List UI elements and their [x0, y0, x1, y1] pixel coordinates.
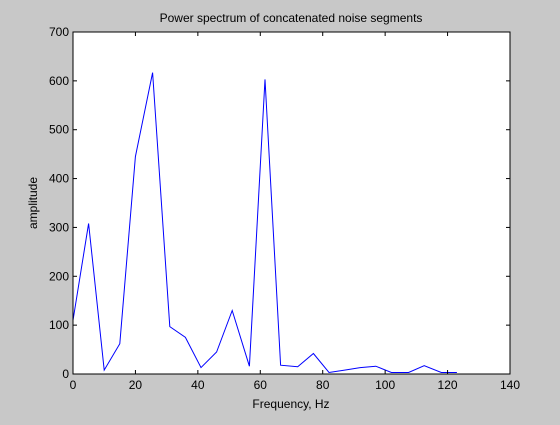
series-layer: [72, 72, 457, 374]
plot-area: [73, 32, 510, 374]
x-tick-label: 60: [254, 378, 268, 392]
x-tick-label: 0: [70, 378, 77, 392]
axes-frame: [72, 31, 511, 375]
x-tick-label: 40: [191, 378, 205, 392]
y-tick-label: 100: [49, 318, 69, 332]
x-tick-label: 80: [316, 378, 330, 392]
x-tick-label: 100: [375, 378, 395, 392]
x-axis-label: Frequency, Hz: [252, 397, 329, 411]
chart-title: Power spectrum of concatenated noise seg…: [160, 11, 423, 25]
x-ticks: 0 20 40 60 80 100 120 140: [70, 32, 520, 392]
y-tick-label: 600: [49, 74, 69, 88]
y-tick-label: 400: [49, 172, 69, 186]
x-tick-label: 140: [500, 378, 520, 392]
y-ticks: 0 100 200 300 400 500 600 700: [49, 25, 510, 381]
y-tick-label: 500: [49, 123, 69, 137]
y-tick-label: 300: [49, 220, 69, 234]
y-tick-label: 200: [49, 269, 69, 283]
x-tick-label: 20: [129, 378, 143, 392]
y-tick-label: 700: [49, 25, 69, 39]
series-line-0: [72, 72, 457, 374]
x-tick-label: 120: [438, 378, 458, 392]
y-axis-label: amplitude: [26, 177, 40, 229]
y-tick-label: 0: [62, 367, 69, 381]
